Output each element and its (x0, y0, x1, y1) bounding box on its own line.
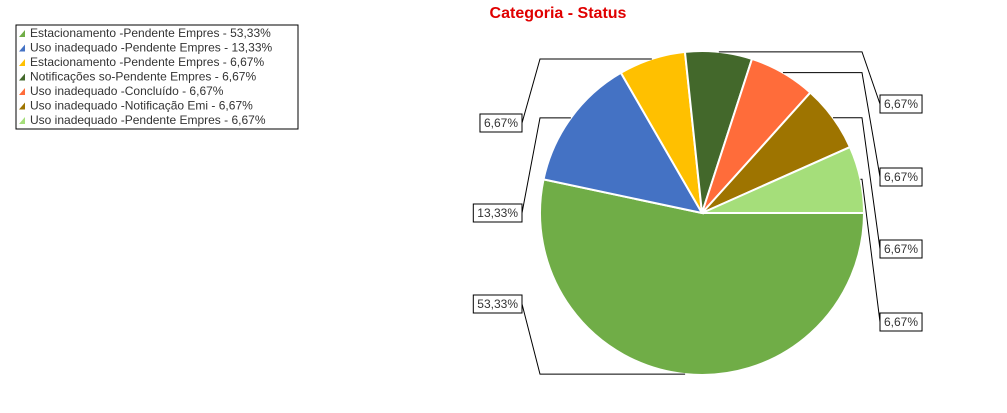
data-label-box (472, 203, 523, 223)
leader-line (521, 303, 686, 375)
pie-slice (701, 145, 866, 214)
leader-line (521, 117, 571, 214)
leader-line (833, 117, 881, 250)
legend-label: Notificações so-Pendente Empres - 6,67% (30, 70, 256, 84)
legend-label: Uso inadequado -Notificação Emi - 6,67% (30, 99, 253, 113)
data-label: 53,33% (477, 297, 518, 311)
data-label: 6,67% (884, 242, 918, 256)
pie-slice (539, 178, 866, 376)
data-label: 6,67% (884, 170, 918, 184)
leader-line (718, 51, 881, 105)
chart-title: Categoria - Status (490, 5, 627, 22)
data-label-box (472, 294, 523, 314)
legend-swatch (19, 59, 25, 66)
legend-label: Estacionamento -Pendente Empres - 53,33% (30, 26, 271, 40)
legend-label: Uso inadequado -Pendente Empres - 6,67% (30, 113, 266, 127)
data-label: 6,67% (884, 97, 918, 111)
data-label-box (879, 312, 923, 332)
data-label-box (879, 167, 923, 187)
legend-box (15, 24, 299, 130)
data-label-box (879, 94, 923, 114)
data-label-box (879, 239, 923, 259)
legend-label: Uso inadequado -Pendente Empres - 13,33% (30, 41, 272, 55)
leader-line (860, 178, 881, 323)
legend-label: Uso inadequado -Concluído - 6,67% (30, 84, 224, 98)
pie-slice (542, 71, 704, 215)
legend-swatch (19, 102, 25, 110)
legend-swatch (19, 30, 25, 37)
legend-swatch (19, 117, 25, 124)
data-label: 6,67% (884, 315, 918, 329)
data-label: 13,33% (477, 206, 518, 220)
legend-label: Estacionamento -Pendente Empres - 6,67% (30, 55, 264, 69)
legend-swatch (19, 73, 25, 81)
leader-line (521, 58, 652, 124)
leader-line (782, 72, 881, 178)
legend-swatch (19, 88, 25, 95)
data-label: 6,67% (484, 116, 518, 130)
legend-swatch (19, 44, 25, 52)
data-label-box (479, 113, 523, 133)
